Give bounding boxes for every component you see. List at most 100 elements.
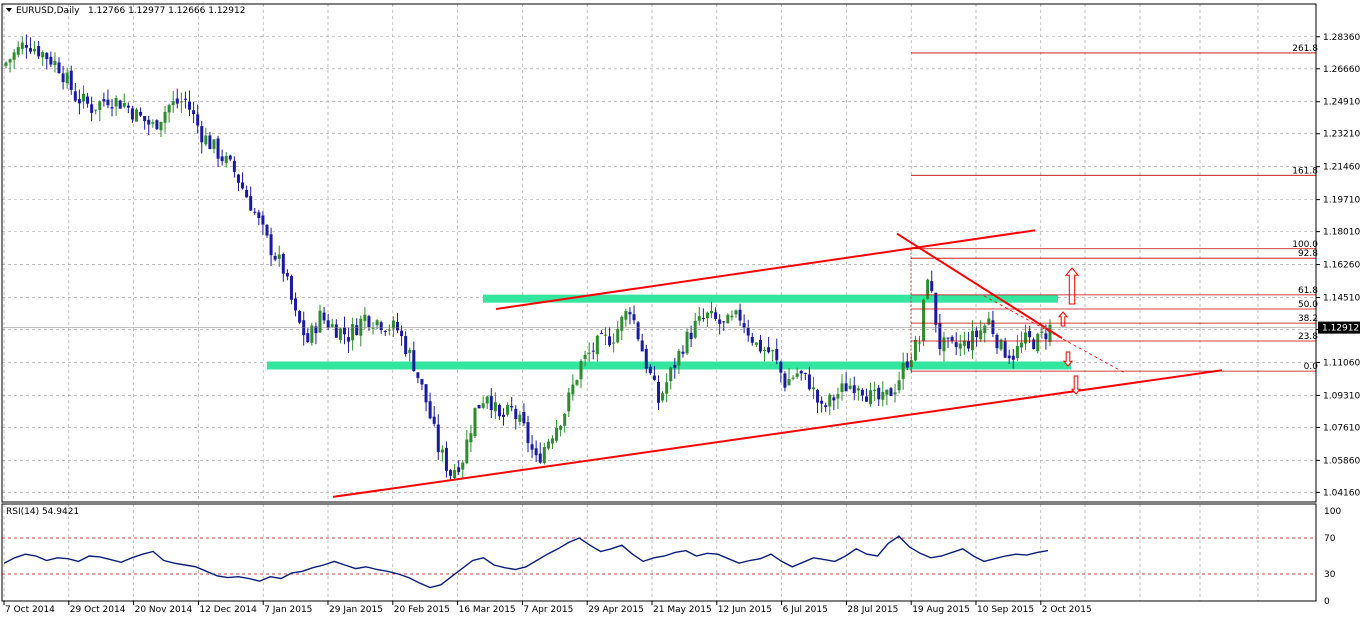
candle-body — [918, 342, 921, 344]
candle-body — [49, 56, 53, 65]
candle-body — [783, 373, 787, 388]
time-tick-label: 29 Oct 2014 — [70, 605, 126, 615]
fib-level-label: 38.2 — [1298, 314, 1318, 324]
time-tick-label: 20 Feb 2015 — [394, 605, 450, 615]
candle-body — [249, 196, 253, 211]
candle-body — [314, 326, 318, 334]
candle-body — [24, 45, 28, 48]
candle-body — [363, 314, 367, 321]
candle-body — [926, 279, 930, 299]
candle-body — [836, 394, 840, 399]
price-tick-label: 1.24910 — [1323, 98, 1360, 108]
candle-body — [220, 156, 224, 162]
candle-body — [1019, 342, 1023, 348]
fib-level-label: 92.8 — [1298, 249, 1318, 259]
candle-body — [94, 109, 98, 111]
candle-body — [811, 387, 815, 390]
candle-body — [644, 348, 648, 369]
candle-body — [734, 310, 738, 315]
candle-body — [864, 396, 868, 402]
candle-body — [710, 310, 714, 314]
price-tick-label: 1.26660 — [1323, 65, 1360, 75]
candle-body — [824, 405, 828, 408]
candle-body — [542, 447, 546, 463]
candle-body — [538, 453, 542, 463]
candle-body — [889, 388, 893, 396]
candle-body — [33, 48, 37, 52]
candles — [4, 34, 1052, 481]
candle-body — [530, 444, 534, 450]
candle-body — [12, 52, 16, 60]
candle-body — [457, 467, 461, 473]
candle-body — [832, 397, 836, 401]
candle-body — [1015, 345, 1019, 358]
candle-body — [208, 135, 212, 149]
candle-body — [1028, 331, 1032, 338]
dropdown-triangle-icon[interactable] — [6, 8, 12, 12]
candle-body — [714, 312, 718, 319]
time-tick-label: 10 Sep 2015 — [977, 605, 1034, 615]
price-tick-label: 1.07610 — [1323, 423, 1360, 433]
candle-body — [241, 182, 245, 189]
candle-body — [595, 335, 599, 355]
candle-body — [110, 107, 114, 109]
header: EURUSD,Daily 1.12766 1.12977 1.12666 1.1… — [6, 6, 245, 517]
candle-body — [400, 330, 404, 337]
candle-body — [685, 331, 689, 354]
fib-level-label: 261.8 — [1292, 44, 1318, 54]
candle-body — [45, 52, 49, 60]
candle-body — [787, 379, 791, 386]
candle-body — [807, 374, 811, 390]
price-tick-label: 1.18010 — [1323, 228, 1360, 238]
candle-body — [820, 400, 824, 404]
time-tick-label: 20 Nov 2014 — [135, 605, 193, 615]
candle-body — [1032, 339, 1036, 349]
price-tick-label: 1.11060 — [1323, 358, 1360, 368]
candle-body — [318, 310, 322, 333]
candle-body — [73, 91, 77, 101]
candle-body — [371, 327, 375, 329]
fib-level-label: 23.8 — [1298, 332, 1318, 342]
candle-body — [767, 347, 771, 353]
candle-body — [840, 383, 844, 392]
candle-body — [1007, 355, 1011, 359]
candle-body — [379, 322, 383, 331]
rsi-tick-label: 0 — [1324, 597, 1330, 607]
candle-body — [628, 312, 632, 315]
candle-body — [803, 372, 807, 374]
candle-body — [273, 256, 277, 260]
candle-body — [497, 404, 501, 417]
candle-body — [938, 323, 942, 350]
time-tick-label: 12 Dec 2014 — [199, 605, 257, 615]
candle-body — [342, 327, 346, 335]
candle-body — [563, 413, 567, 426]
candle-body — [738, 309, 742, 321]
candle-body — [135, 109, 138, 122]
price-tick-label: 1.19710 — [1323, 196, 1360, 206]
rsi-header: RSI(14) 54.9421 — [6, 507, 79, 517]
up-arrow-large-icon — [1064, 267, 1080, 305]
candle-body — [159, 121, 163, 131]
candle-body — [1003, 341, 1007, 358]
candle-body — [844, 383, 848, 392]
candle-body — [28, 48, 32, 52]
candle-body — [567, 392, 571, 412]
candle-body — [869, 390, 873, 405]
candle-body — [1036, 333, 1040, 352]
candle-body — [648, 366, 652, 374]
rsi-tick-label: 30 — [1324, 570, 1336, 580]
candle-body — [705, 312, 709, 319]
candle-body — [726, 314, 730, 324]
candle-body — [987, 318, 991, 325]
candle-body — [122, 103, 126, 107]
candle-body — [37, 46, 41, 57]
candle-body — [750, 336, 754, 343]
main-panel-frame — [1, 3, 1317, 503]
time-tick-label: 7 Jan 2015 — [264, 605, 312, 615]
candle-body — [518, 414, 522, 422]
candle-body — [856, 388, 860, 391]
candle-body — [424, 384, 428, 403]
candle-body — [640, 340, 644, 352]
candle-body — [697, 316, 701, 321]
candle-body — [905, 361, 909, 368]
